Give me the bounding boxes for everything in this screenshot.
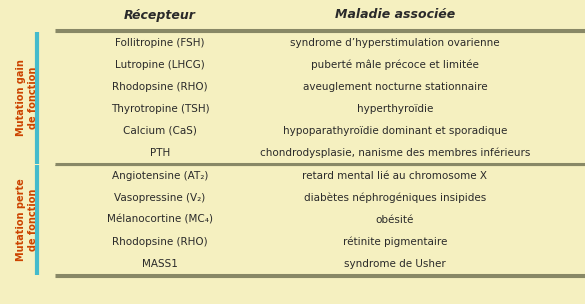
Text: Vasopressine (V₂): Vasopressine (V₂) xyxy=(115,193,205,203)
Text: puberté mâle précoce et limitée: puberté mâle précoce et limitée xyxy=(311,59,479,70)
Text: MASS1: MASS1 xyxy=(142,259,178,269)
Text: Lutropine (LHCG): Lutropine (LHCG) xyxy=(115,60,205,70)
Text: retard mental lié au chromosome X: retard mental lié au chromosome X xyxy=(302,171,487,181)
Text: Rhodopsine (RHO): Rhodopsine (RHO) xyxy=(112,237,208,247)
Text: Calcium (CaS): Calcium (CaS) xyxy=(123,126,197,136)
Text: Thyrotropine (TSH): Thyrotropine (TSH) xyxy=(111,103,209,113)
Text: Mutation perte
de fonction: Mutation perte de fonction xyxy=(16,179,38,261)
Text: Rhodopsine (RHO): Rhodopsine (RHO) xyxy=(112,81,208,92)
Text: chondrodysplasie, nanisme des membres inférieurs: chondrodysplasie, nanisme des membres in… xyxy=(260,147,530,158)
Text: Follitropine (FSH): Follitropine (FSH) xyxy=(115,37,205,47)
Text: syndrome de Usher: syndrome de Usher xyxy=(344,259,446,269)
Text: Mutation gain
de fonction: Mutation gain de fonction xyxy=(16,59,38,136)
Text: hypoparathyroïdie dominant et sporadique: hypoparathyroïdie dominant et sporadique xyxy=(283,126,507,136)
Text: Angiotensine (AT₂): Angiotensine (AT₂) xyxy=(112,171,208,181)
Text: Mélanocortine (MC₄): Mélanocortine (MC₄) xyxy=(107,215,213,225)
Text: syndrome d’hyperstimulation ovarienne: syndrome d’hyperstimulation ovarienne xyxy=(290,37,500,47)
Text: Récepteur: Récepteur xyxy=(124,9,196,22)
Text: hyperthyroïdie: hyperthyroïdie xyxy=(357,103,433,113)
Text: Maladie associée: Maladie associée xyxy=(335,9,455,22)
Text: aveuglement nocturne stationnaire: aveuglement nocturne stationnaire xyxy=(302,81,487,92)
Text: rétinite pigmentaire: rétinite pigmentaire xyxy=(343,237,447,247)
Text: PTH: PTH xyxy=(150,147,170,157)
Text: obésité: obésité xyxy=(376,215,414,225)
Text: diabètes néphrogéniques insipides: diabètes néphrogéniques insipides xyxy=(304,193,486,203)
